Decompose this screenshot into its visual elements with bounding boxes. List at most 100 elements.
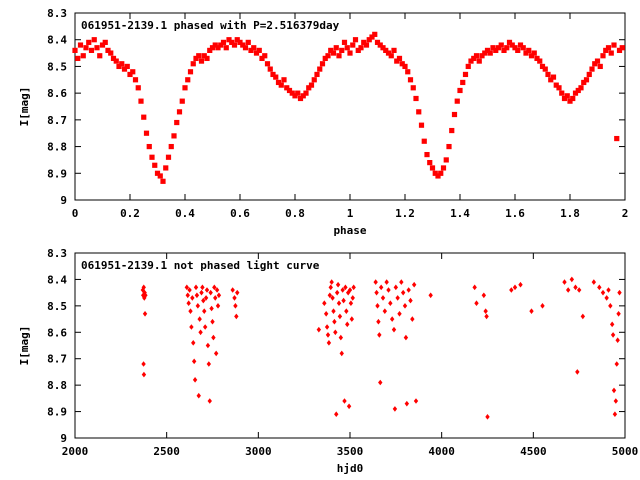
data-point [160, 178, 166, 184]
data-point [141, 114, 147, 120]
data-point [501, 47, 507, 53]
data-point [474, 300, 479, 307]
data-point [413, 95, 419, 102]
data-point [184, 284, 190, 291]
data-point [597, 284, 602, 291]
data-point [604, 295, 609, 301]
data-point [234, 37, 240, 43]
data-point [306, 85, 312, 91]
data-point [168, 143, 174, 150]
data-point [179, 98, 185, 104]
x-tick-label: 5000 [612, 445, 639, 458]
data-point [143, 292, 148, 299]
data-point [316, 326, 322, 333]
data-point [512, 284, 518, 291]
data-point [341, 39, 348, 45]
x-tick-label: 3000 [245, 445, 272, 458]
data-point [338, 334, 344, 341]
y-tick-label: 8.3 [47, 247, 67, 260]
data-point [550, 74, 557, 80]
data-point [402, 303, 408, 309]
data-point [616, 47, 623, 53]
data-point [138, 98, 144, 104]
data-point [348, 300, 354, 307]
data-point [446, 143, 452, 150]
data-point [506, 39, 513, 45]
data-point [542, 66, 548, 72]
data-point [259, 55, 265, 62]
data-point [210, 318, 215, 325]
data-point [328, 284, 333, 291]
data-point [564, 93, 570, 99]
data-point [376, 318, 381, 325]
data-point [88, 47, 95, 53]
data-point [594, 58, 601, 64]
data-point [242, 45, 249, 51]
data-point [187, 287, 192, 293]
data-point [495, 45, 502, 51]
data-point [440, 165, 447, 171]
data-point [191, 358, 197, 365]
data-point [212, 284, 217, 291]
data-point [523, 50, 529, 56]
data-point [197, 316, 202, 322]
data-point [487, 50, 493, 56]
data-point [537, 58, 543, 64]
data-point [572, 90, 579, 96]
y-tick-label: 8.3 [47, 7, 67, 20]
data-point [154, 170, 161, 176]
data-point [345, 321, 350, 328]
data-point [165, 154, 172, 160]
data-point [591, 279, 597, 285]
data-point [97, 53, 103, 59]
data-point [212, 42, 218, 48]
data-point [405, 69, 411, 75]
y-tick-label: 8.4 [47, 34, 67, 47]
data-point [188, 308, 193, 314]
data-point [199, 289, 204, 296]
data-point [479, 53, 485, 59]
data-point [341, 297, 346, 304]
data-point [235, 289, 240, 296]
y-tick-label: 8.7 [47, 353, 67, 366]
data-point [207, 47, 213, 53]
data-point [264, 61, 271, 67]
data-point [187, 69, 194, 75]
data-point [493, 47, 499, 53]
data-point [382, 308, 388, 314]
data-point [202, 324, 208, 330]
data-point [567, 98, 573, 104]
x-tick-label: 1.4 [450, 207, 470, 220]
x-tick-label: 2 [622, 207, 629, 220]
data-point [391, 326, 397, 333]
x-tick-label: 4500 [520, 445, 547, 458]
data-point [251, 45, 257, 51]
data-point [330, 295, 335, 301]
data-point [465, 63, 471, 70]
data-point [226, 37, 232, 43]
data-point [515, 47, 521, 53]
data-point [432, 170, 438, 176]
data-point [402, 63, 408, 70]
x-tick-label: 1 [347, 207, 354, 220]
data-point [327, 292, 333, 299]
y-axis-label: I[mag] [18, 87, 31, 127]
chart-title: 061951-2139.1 phased with P=2.516379day [81, 19, 340, 32]
data-point [600, 289, 606, 296]
y-tick-label: 8.4 [47, 273, 67, 286]
data-point [204, 287, 210, 293]
data-point [275, 79, 282, 86]
data-point [509, 42, 515, 48]
data-point [334, 411, 339, 418]
data-point [233, 303, 238, 309]
data-point [380, 295, 386, 301]
data-point [603, 47, 609, 53]
data-point [443, 157, 449, 163]
data-point [171, 133, 177, 139]
data-point [342, 398, 347, 404]
data-point [190, 61, 196, 67]
data-point [520, 45, 526, 51]
data-point [77, 42, 84, 48]
data-point [317, 66, 323, 72]
